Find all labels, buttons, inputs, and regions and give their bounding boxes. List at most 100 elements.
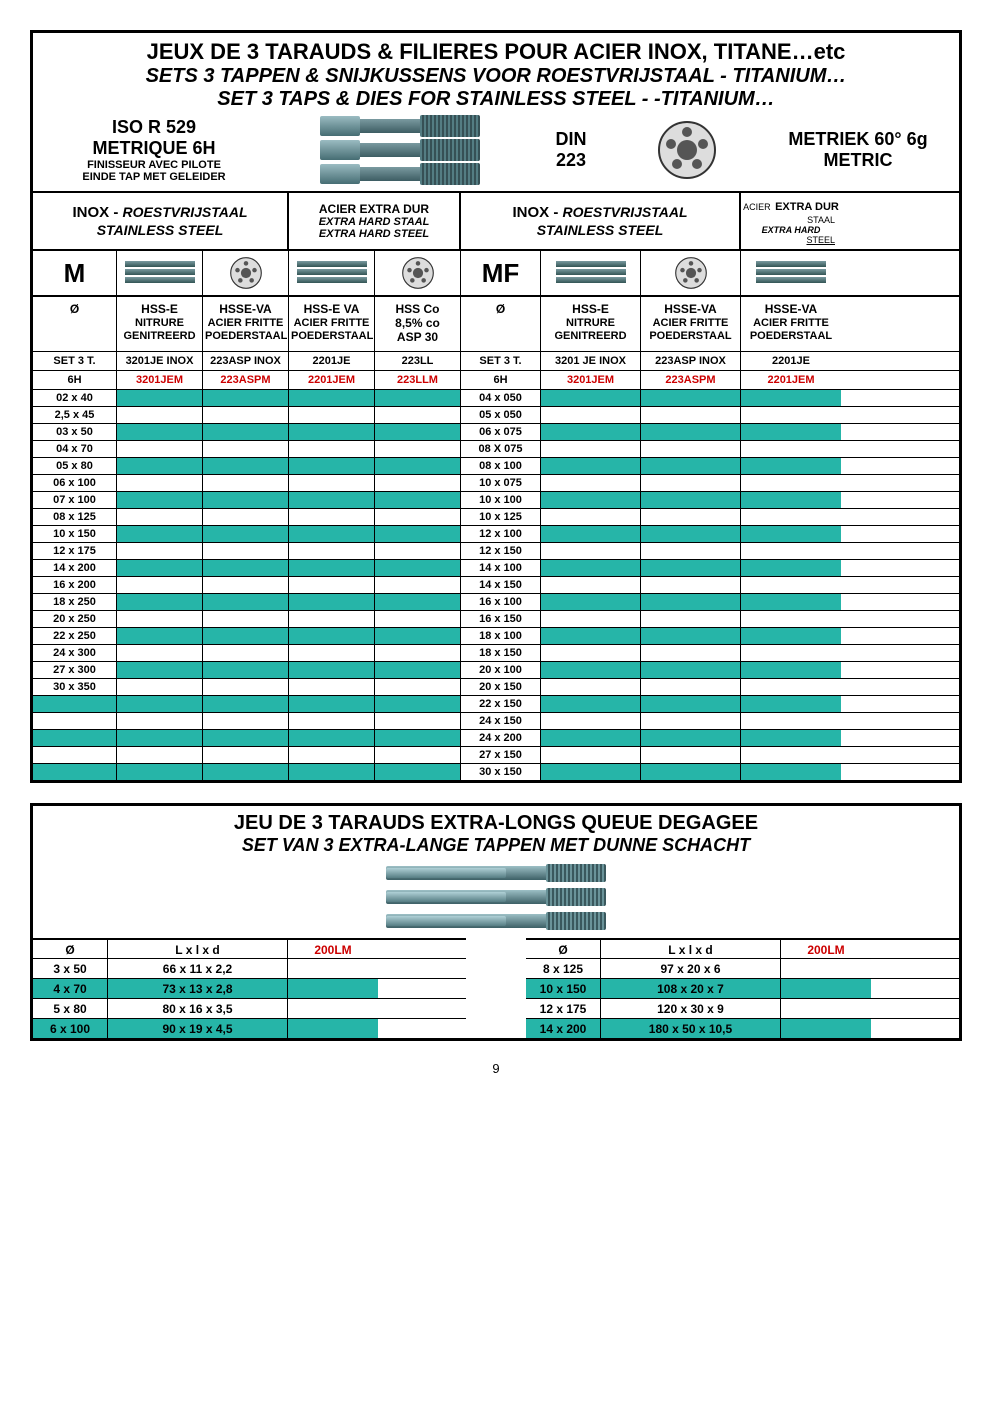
- data-cell: [117, 441, 203, 457]
- size-cell: 4 x 70: [33, 979, 108, 998]
- data-cell: [289, 679, 375, 695]
- data-cell: [541, 424, 641, 440]
- data-cell: [781, 999, 871, 1018]
- product-code-cell: 223ASPM: [203, 371, 289, 389]
- product-code-cell: 223LLM: [375, 371, 461, 389]
- data-cell: [541, 611, 641, 627]
- size-cell: 90 x 19 x 4,5: [108, 1019, 288, 1038]
- size-cell: 14 x 200: [526, 1019, 601, 1038]
- size-cell: 3 x 50: [33, 959, 108, 978]
- size-cell: 30 x 150: [461, 764, 541, 780]
- data-cell: [741, 526, 841, 542]
- tap-icon: [386, 914, 606, 928]
- product-code-cell: 2201JEM: [741, 371, 841, 389]
- table-row: 8 x 12597 x 20 x 6: [526, 958, 959, 978]
- data-cell: [781, 959, 871, 978]
- data-cell: [289, 577, 375, 593]
- data-cell: [641, 747, 741, 763]
- size-cell: 24 x 150: [461, 713, 541, 729]
- size-cell: 22 x 150: [461, 696, 541, 712]
- long-tap-image: [33, 858, 959, 938]
- table-row: 06 x 10010 x 075: [33, 474, 959, 491]
- table-row: 27 x 150: [33, 746, 959, 763]
- size-cell: [33, 696, 117, 712]
- product-code-cell: 3201JEM: [541, 371, 641, 389]
- data-cell: [203, 509, 289, 525]
- size-cell: 12 x 175: [33, 543, 117, 559]
- data-cell: [541, 492, 641, 508]
- bottom-title-nl: SET VAN 3 EXTRA-LANGE TAPPEN MET DUNNE S…: [33, 835, 959, 856]
- size-cell: 08 x 125: [33, 509, 117, 525]
- data-cell: [375, 764, 461, 780]
- data-cell: [375, 492, 461, 508]
- data-cell: [375, 407, 461, 423]
- size-cell: 12 x 150: [461, 543, 541, 559]
- data-cell: [641, 662, 741, 678]
- tap-set-image: [315, 119, 485, 181]
- specs-row: ISO R 529 METRIQUE 6H FINISSEUR AVEC PIL…: [33, 113, 959, 191]
- size-cell: 108 x 20 x 7: [601, 979, 781, 998]
- data-cell: [641, 475, 741, 491]
- size-cell: 06 x 075: [461, 424, 541, 440]
- size-cell: 14 x 100: [461, 560, 541, 576]
- data-cell: [288, 979, 378, 998]
- data-cell: [289, 696, 375, 712]
- data-cell: [288, 999, 378, 1018]
- size-cell: [33, 730, 117, 746]
- size-cell: [33, 747, 117, 763]
- size-cell: 04 x 050: [461, 390, 541, 406]
- data-cell: [741, 662, 841, 678]
- data-cell: [641, 628, 741, 644]
- data-cell: [375, 747, 461, 763]
- product-code-cell: 3201 JE INOX: [541, 352, 641, 370]
- data-cell: [203, 662, 289, 678]
- table-header-cell: L x l x d: [108, 940, 288, 958]
- data-cell: [741, 713, 841, 729]
- product-code-cell: 6H: [461, 371, 541, 389]
- data-cell: [641, 492, 741, 508]
- data-cell: [117, 543, 203, 559]
- group-header-inox-2: INOX - ROESTVRIJSTAAL STAINLESS STEEL: [461, 193, 741, 249]
- size-cell: 04 x 70: [33, 441, 117, 457]
- data-cell: [289, 560, 375, 576]
- data-cell: [203, 764, 289, 780]
- data-cell: [117, 526, 203, 542]
- data-cell: [541, 475, 641, 491]
- data-cell: [289, 543, 375, 559]
- data-cell: [541, 628, 641, 644]
- data-cell: [117, 662, 203, 678]
- product-code-row-2: 6H3201JEM223ASPM2201JEM223LLM6H3201JEM22…: [33, 370, 959, 389]
- size-cell: 14 x 200: [33, 560, 117, 576]
- size-cell: 10 x 125: [461, 509, 541, 525]
- data-cell: [117, 560, 203, 576]
- data-cell: [289, 628, 375, 644]
- product-code-cell: 2201JEM: [289, 371, 375, 389]
- data-cell: [288, 1019, 378, 1038]
- product-code-cell: 6H: [33, 371, 117, 389]
- taps-icon: [117, 251, 203, 295]
- size-cell: 10 x 150: [526, 979, 601, 998]
- data-cell: [541, 730, 641, 746]
- table-header-cell: Ø: [526, 940, 601, 958]
- data-cell: [641, 696, 741, 712]
- data-cell: [375, 679, 461, 695]
- taps-icon: [289, 251, 375, 295]
- group-header-inox-1: INOX - ROESTVRIJSTAAL STAINLESS STEEL: [33, 193, 289, 249]
- tap-icon: [386, 866, 606, 880]
- size-cell: 16 x 150: [461, 611, 541, 627]
- size-cell: 05 x 80: [33, 458, 117, 474]
- data-cell: [203, 594, 289, 610]
- data-cell: [541, 390, 641, 406]
- data-cell: [375, 458, 461, 474]
- table-row: 3 x 5066 x 11 x 2,2: [33, 958, 466, 978]
- data-cell: [203, 560, 289, 576]
- size-cell: 16 x 100: [461, 594, 541, 610]
- data-cell: [203, 696, 289, 712]
- data-cell: [375, 594, 461, 610]
- data-cell: [117, 730, 203, 746]
- data-cell: [541, 645, 641, 661]
- data-cell: [289, 509, 375, 525]
- data-cell: [289, 764, 375, 780]
- data-cell: [741, 611, 841, 627]
- data-cell: [203, 577, 289, 593]
